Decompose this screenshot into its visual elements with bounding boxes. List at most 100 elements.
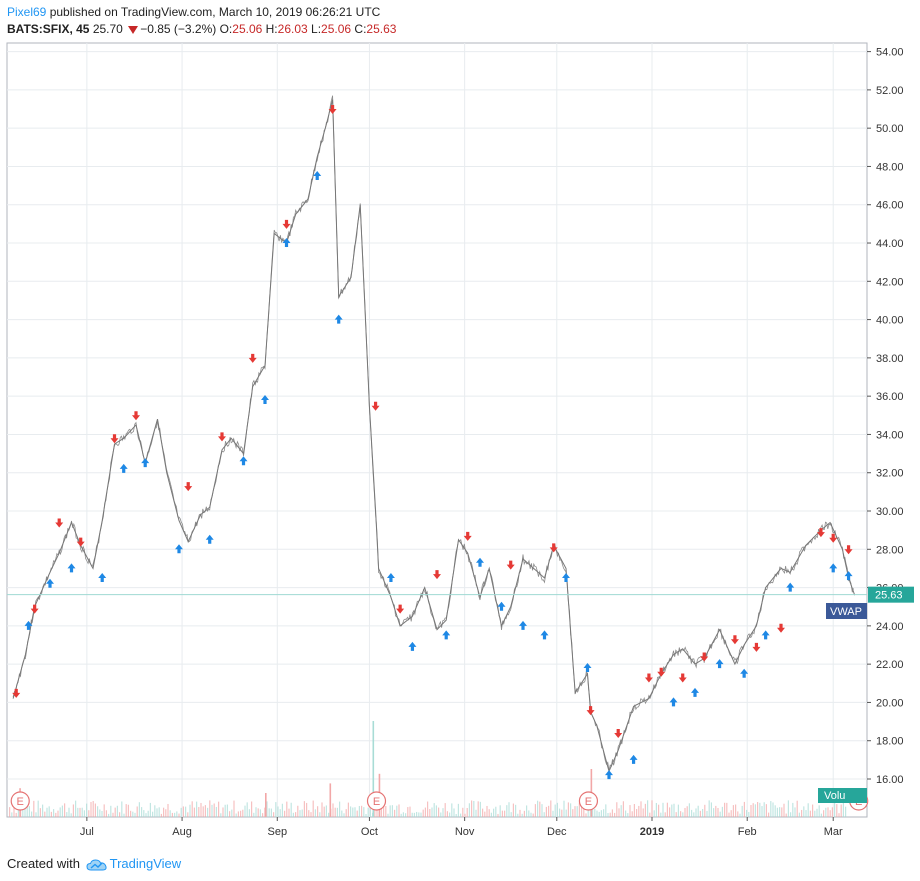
volume-bar xyxy=(759,802,761,817)
buy-arrow-icon xyxy=(740,668,749,678)
y-tick-label: 30.00 xyxy=(876,506,904,518)
buy-arrow-icon xyxy=(205,534,214,544)
author-link[interactable]: Pixel69 xyxy=(7,5,47,19)
sell-arrow-icon xyxy=(586,706,595,716)
volume-bar xyxy=(792,802,794,817)
x-tick-label: Feb xyxy=(738,826,757,838)
volume-bar xyxy=(369,805,371,817)
volume-bar xyxy=(484,811,486,817)
x-tick-label: Mar xyxy=(824,826,843,838)
volume-bar xyxy=(765,804,767,817)
volume-bar xyxy=(651,800,653,817)
volume-bar xyxy=(13,807,15,817)
volume-bar xyxy=(783,803,785,817)
buy-arrow-icon xyxy=(334,314,343,324)
volume-bar xyxy=(86,803,88,817)
volume-bar xyxy=(506,805,508,817)
volume-bar xyxy=(801,809,803,817)
volume-bar xyxy=(618,808,620,817)
sell-arrow-icon xyxy=(829,533,838,543)
volume-bar xyxy=(66,812,68,817)
volume-bar xyxy=(22,804,24,817)
sell-arrow-icon xyxy=(644,673,653,683)
volume-bar xyxy=(125,804,127,817)
volume-bar xyxy=(532,813,534,817)
volume-bar xyxy=(358,806,360,817)
buy-arrow-icon xyxy=(844,571,853,581)
volume-bar xyxy=(319,812,321,817)
volume-bar xyxy=(308,810,310,817)
chart-grid xyxy=(6,42,868,818)
volume-bar xyxy=(768,812,770,817)
earnings-circle-icon xyxy=(366,791,387,811)
buy-arrow-icon xyxy=(239,456,248,466)
volume-bar xyxy=(633,804,635,817)
volume-bar xyxy=(246,802,248,817)
volume-bar xyxy=(625,810,627,817)
volume-bar xyxy=(92,801,94,817)
volume-bar xyxy=(805,810,807,817)
symbol-label: BATS:SFIX, 45 xyxy=(7,22,90,36)
volume-bar xyxy=(394,809,396,817)
buy-arrow-icon xyxy=(715,659,724,669)
volume-bar xyxy=(699,810,701,817)
volume-bar xyxy=(462,807,464,817)
volume-bar xyxy=(154,805,156,817)
buy-arrow-icon xyxy=(141,458,150,468)
volume-bar xyxy=(530,812,532,817)
volume-bar xyxy=(231,809,233,817)
volume-bar xyxy=(449,812,451,817)
price-chart[interactable]: EEEE 54.0052.0050.0048.0046.0044.0042.00… xyxy=(0,0,920,850)
volume-bar xyxy=(44,811,46,817)
volume-bar xyxy=(257,808,259,817)
sell-arrow-icon xyxy=(218,432,226,442)
volume-bar xyxy=(715,805,717,817)
buy-arrow-icon xyxy=(605,770,613,780)
volume-bar xyxy=(156,808,158,817)
volume-bar xyxy=(512,803,514,817)
y-tick-label: 34.00 xyxy=(876,429,904,441)
change-value: −0.85 (−3.2%) xyxy=(140,22,217,36)
vwap-badge-label: VWAP xyxy=(830,606,862,618)
volume-bar xyxy=(209,800,211,817)
y-tick-label: 22.00 xyxy=(876,659,904,671)
volume-bar xyxy=(354,807,356,817)
volume-bar xyxy=(301,809,303,817)
volume-bar xyxy=(728,812,730,817)
volume-bar xyxy=(389,805,391,817)
volume-bar xyxy=(158,807,160,817)
y-tick-label: 38.00 xyxy=(876,353,904,365)
y-tick-label: 36.00 xyxy=(876,391,904,403)
volume-bar xyxy=(398,804,400,817)
volume-bar xyxy=(431,807,433,817)
volume-bar xyxy=(253,812,255,817)
volume-bar xyxy=(314,809,316,817)
trade-signals xyxy=(12,105,853,780)
volume-bar xyxy=(178,813,180,817)
volume-bar xyxy=(407,807,409,817)
volume-bar xyxy=(521,813,523,817)
volume-bar xyxy=(842,801,844,817)
volume-bar xyxy=(28,806,30,817)
volume-bar xyxy=(741,805,743,817)
volume-bar xyxy=(838,813,840,817)
sell-arrow-icon xyxy=(777,623,785,633)
volume-bar xyxy=(88,810,90,817)
volume-bar xyxy=(816,808,818,817)
buy-arrow-icon xyxy=(46,578,54,588)
volume-bar xyxy=(592,808,594,817)
volume-bar xyxy=(682,812,684,817)
volume-bar xyxy=(493,808,495,817)
buy-arrow-icon xyxy=(476,557,484,567)
buy-arrow-icon xyxy=(691,687,699,697)
sell-arrow-icon xyxy=(371,401,380,411)
volume-bar xyxy=(724,802,726,817)
y-tick-label: 16.00 xyxy=(876,774,904,786)
tradingview-brand-link[interactable]: TradingView xyxy=(109,856,182,871)
volume-bar xyxy=(717,807,719,817)
volume-bar xyxy=(539,801,541,817)
volume-bar xyxy=(726,802,728,817)
volume-bar xyxy=(644,803,646,817)
volume-bar xyxy=(666,802,668,817)
volume-bar xyxy=(829,810,831,817)
